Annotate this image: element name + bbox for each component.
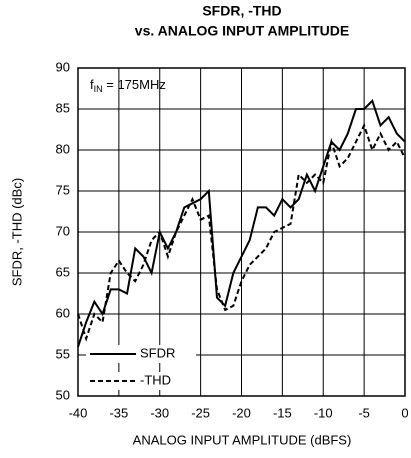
y-tick-label: 55 bbox=[56, 346, 70, 361]
annotation: fIN = 175MHz bbox=[90, 77, 166, 94]
y-axis-label: SFDR, -THD (dBc) bbox=[9, 178, 24, 286]
y-tick-label: 75 bbox=[56, 182, 70, 197]
legend-bg bbox=[86, 372, 196, 390]
x-tick-label: -20 bbox=[232, 405, 251, 420]
y-tick-label: 60 bbox=[56, 305, 70, 320]
x-tick-label: -30 bbox=[150, 405, 169, 420]
x-tick-label: -5 bbox=[358, 405, 370, 420]
x-tick-label: 0 bbox=[401, 405, 408, 420]
legend-label: -THD bbox=[140, 372, 171, 387]
y-tick-label: 70 bbox=[56, 223, 70, 238]
annotation-text: = 175MHz bbox=[103, 77, 166, 92]
y-tick-label: 80 bbox=[56, 141, 70, 156]
x-tick-label: -40 bbox=[69, 405, 88, 420]
data-line bbox=[77, 98, 406, 348]
y-tick-label: 90 bbox=[56, 59, 70, 74]
legend-bg bbox=[86, 345, 196, 363]
annotation-base: f bbox=[90, 77, 94, 92]
chart-title: SFDR, -THD bbox=[202, 3, 281, 19]
x-tick-label: -35 bbox=[109, 405, 128, 420]
chart-title: vs. ANALOG INPUT AMPLITUDE bbox=[135, 23, 349, 39]
y-tick-label: 85 bbox=[56, 100, 70, 115]
x-tick-label: -10 bbox=[314, 405, 333, 420]
legend-label: SFDR bbox=[140, 345, 175, 360]
plot-frame bbox=[77, 67, 406, 397]
x-axis-label: ANALOG INPUT AMPLITUDE (dBFS) bbox=[133, 432, 352, 447]
y-tick-label: 65 bbox=[56, 264, 70, 279]
x-tick-label: -25 bbox=[191, 405, 210, 420]
y-tick-label: 50 bbox=[56, 387, 70, 402]
annotation-subscript: IN bbox=[94, 84, 103, 94]
x-tick-label: -15 bbox=[273, 405, 292, 420]
